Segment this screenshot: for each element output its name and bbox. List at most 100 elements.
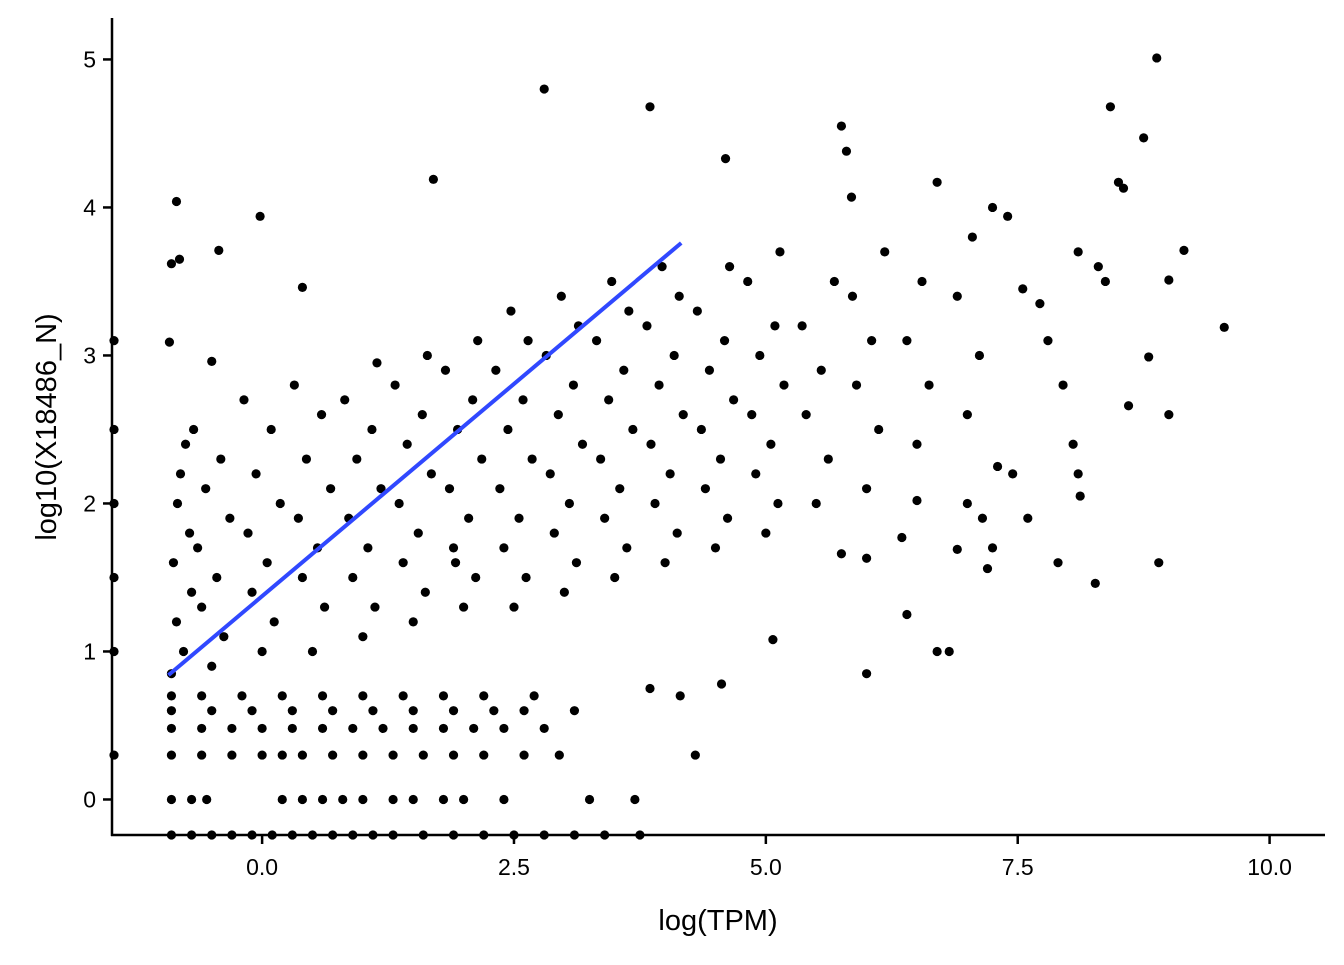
point xyxy=(316,410,327,420)
point xyxy=(917,276,927,287)
point xyxy=(743,276,753,287)
point xyxy=(902,609,912,620)
point xyxy=(944,646,954,657)
point xyxy=(509,602,519,612)
point xyxy=(624,306,634,316)
point xyxy=(251,469,261,479)
point xyxy=(503,424,513,435)
point xyxy=(1073,469,1083,479)
point xyxy=(227,750,237,760)
point xyxy=(604,395,614,405)
point xyxy=(704,365,715,375)
point xyxy=(317,691,328,701)
point xyxy=(297,750,308,760)
point xyxy=(1152,53,1162,63)
point xyxy=(1068,439,1078,449)
point xyxy=(1093,262,1103,272)
point xyxy=(171,196,182,207)
point xyxy=(408,794,418,805)
point xyxy=(622,543,632,553)
point xyxy=(897,532,907,543)
point xyxy=(426,469,436,479)
point xyxy=(326,484,336,494)
point xyxy=(438,723,449,734)
point xyxy=(1018,284,1028,294)
point xyxy=(408,617,418,627)
x-tick-label: 5.0 xyxy=(750,854,782,880)
point xyxy=(847,291,858,301)
point xyxy=(438,691,449,701)
point xyxy=(171,617,182,627)
point xyxy=(227,723,237,734)
x-axis-title: log(TPM) xyxy=(658,905,777,937)
points xyxy=(109,53,1229,840)
point xyxy=(880,247,890,257)
point xyxy=(619,365,629,375)
point xyxy=(801,410,811,420)
point xyxy=(172,498,183,509)
point xyxy=(247,587,257,597)
point xyxy=(650,498,660,509)
point xyxy=(499,723,509,734)
point xyxy=(262,558,272,568)
y-tick-label: 2 xyxy=(83,490,96,516)
point xyxy=(719,336,730,346)
point xyxy=(514,513,524,523)
point xyxy=(596,454,606,464)
point xyxy=(1219,322,1229,332)
point xyxy=(912,439,922,449)
point xyxy=(716,679,727,689)
point xyxy=(1058,380,1068,390)
point xyxy=(450,558,461,568)
point xyxy=(477,454,487,464)
point xyxy=(186,587,197,597)
point xyxy=(672,528,682,538)
point xyxy=(201,484,211,494)
point xyxy=(977,513,988,523)
point xyxy=(549,528,559,538)
point xyxy=(571,558,582,568)
point xyxy=(189,424,199,435)
point xyxy=(811,498,821,509)
point xyxy=(277,750,287,760)
point xyxy=(495,484,505,494)
point xyxy=(468,395,478,405)
point xyxy=(197,723,207,734)
point xyxy=(645,102,655,112)
point xyxy=(519,706,529,716)
point xyxy=(700,484,711,494)
point xyxy=(841,146,852,156)
point xyxy=(428,174,438,184)
point xyxy=(1100,276,1110,287)
point xyxy=(527,454,537,464)
point xyxy=(773,498,783,509)
x-tick-label: 7.5 xyxy=(1002,854,1034,880)
point xyxy=(675,691,685,701)
point xyxy=(992,461,1003,472)
point xyxy=(729,395,739,405)
point xyxy=(628,424,638,435)
point xyxy=(710,543,721,553)
point xyxy=(836,549,847,559)
point xyxy=(962,498,972,509)
point xyxy=(275,498,285,509)
point xyxy=(600,513,610,523)
point xyxy=(584,794,595,805)
point xyxy=(257,723,267,734)
point xyxy=(390,380,400,390)
point xyxy=(174,254,185,264)
point xyxy=(328,706,338,716)
point xyxy=(1023,513,1033,523)
point xyxy=(348,723,358,734)
point xyxy=(448,543,459,553)
point xyxy=(225,513,235,523)
y-tick-label: 0 xyxy=(83,786,96,812)
y-tick-label: 1 xyxy=(83,638,96,664)
point xyxy=(559,587,569,597)
point xyxy=(479,691,489,701)
point xyxy=(202,794,212,805)
point xyxy=(479,750,489,760)
point xyxy=(440,365,451,375)
point xyxy=(692,306,702,316)
